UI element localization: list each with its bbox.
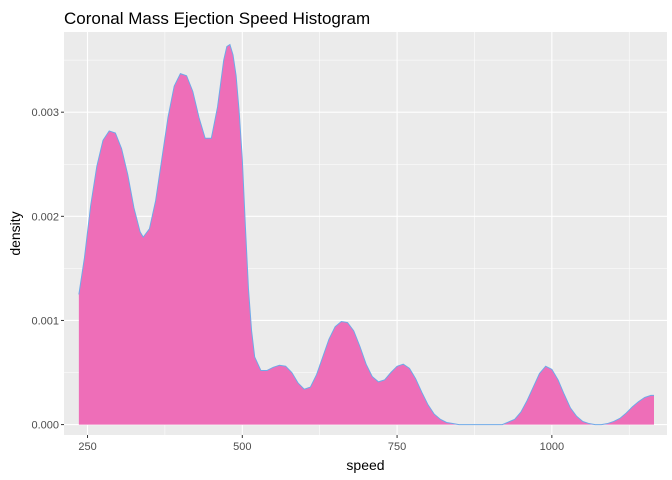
y-tick-label: 0.001 (31, 315, 59, 327)
x-tick-label: 750 (388, 441, 406, 453)
x-axis: 250 500 750 1000 (78, 435, 564, 453)
x-tick-label: 250 (78, 441, 96, 453)
y-tick-label: 0.002 (31, 211, 59, 223)
density-area (78, 44, 655, 425)
x-tick-label: 1000 (540, 441, 564, 453)
minor-gridlines (64, 32, 667, 435)
chart-title: Coronal Mass Ejection Speed Histogram (64, 9, 370, 28)
y-tick-label: 0.003 (31, 107, 59, 119)
density-outline (78, 43, 654, 426)
y-tick-label: 0.000 (31, 420, 59, 432)
x-tick-label: 500 (233, 441, 251, 453)
y-axis: 0.000 0.001 0.002 0.003 (31, 107, 64, 432)
y-axis-title: density (7, 211, 23, 255)
density-area-layer (78, 43, 655, 426)
x-axis-title: speed (346, 457, 384, 473)
